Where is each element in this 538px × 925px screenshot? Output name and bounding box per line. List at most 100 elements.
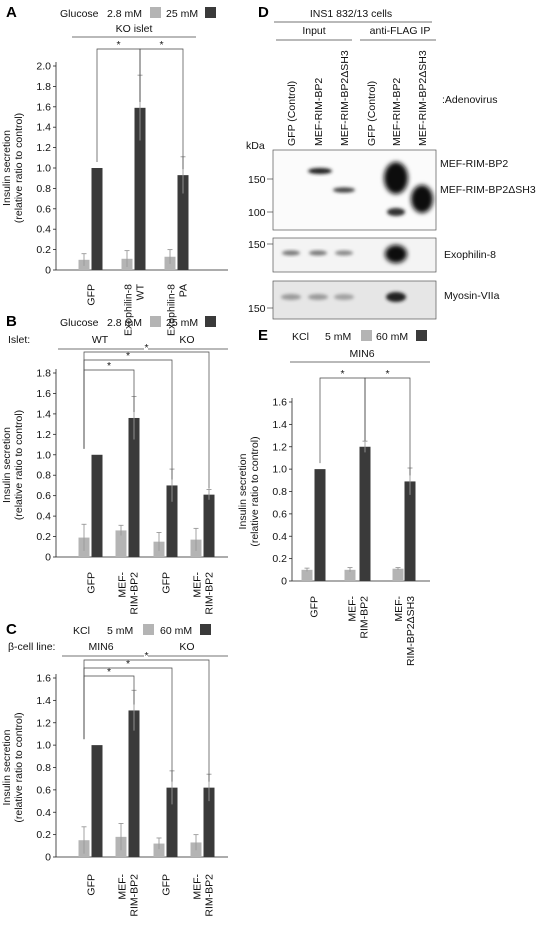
panel-b-letter: B [6,313,17,330]
panel-c-bar-high-3 [166,787,178,857]
panel-b-category-label-1: GFP [86,572,98,594]
panel-b-y-tick-label: 1.0 [36,449,51,461]
panel-e-category-label-1: GFP [309,596,321,618]
panel-a-y-tick-label: 1.6 [36,101,51,113]
panel-a-category-label-3: Exophilin-8 [166,284,178,336]
panel-e-significance-star: * [340,368,344,380]
band-label-rim-bp2-dsh3: MEF-RIM-BP2ΔSH3 [440,184,536,196]
panel-d-lane-labels: GFP (Control) MEF-RIM-BP2 MEF-RIM-BP2ΔSH3 G… [286,50,429,146]
panel-e-significance-bracket [319,377,366,464]
panel-a-header: A Glucose 2.8 mM 25 mM KO islet [6,4,216,38]
panel-b-category-label-4: MEF- [192,572,204,598]
panel-b-y-tick-label: 0.4 [36,511,51,523]
panel-e-legend-prefix: KCl [292,331,309,343]
panel-b-significance-star: * [107,360,111,372]
panel-e-y-tick-label: 0 [281,576,287,588]
panel-e-bar-low-1 [301,569,313,581]
panel-e-legend-high-swatch [416,330,427,341]
panel-a-bar-high-1 [91,168,103,270]
band-exo-lane3 [335,250,353,256]
panel-a-significance-bracket [139,48,184,170]
band-myo-lane3 [334,294,354,300]
panel-c-y-tick-label: 0.4 [36,807,51,819]
panel-c-y-tick-label: 0 [45,852,51,864]
panel-b-legend-prefix: Glucose [60,317,99,329]
blot-myosin-viia-marker: 150 [248,303,266,315]
panel-e-category-label-3: RIM-BP2ΔSH3 [405,596,417,666]
panel-c-category-label-2: RIM-BP2 [129,874,141,917]
panel-e-y-tick-label: 0.8 [272,486,287,498]
blot-rim-bp2-marker-100: 100 [248,207,266,219]
panel-e-legend-high-label: 60 mM [376,331,408,343]
blot-exophilin-8-bands [282,245,407,263]
band-myo-lane1 [281,294,301,300]
panel-b-legend-low-swatch [150,316,161,327]
panel-a-y-tick-label: 0.2 [36,244,51,256]
band-ip-rim-bp2-fragment [387,208,405,216]
band-exo-lane1 [282,250,300,256]
panel-c-group1-label: MIN6 [88,641,113,653]
panel-e-y-label-line1: Insulin secretion [237,453,249,529]
panel-b-y-tick-label: 0.2 [36,531,51,543]
panel-a-letter: A [6,4,17,21]
panel-e-y-tick-label: 0.2 [272,553,287,565]
panel-e-category-label-2: RIM-BP2 [359,596,371,639]
panel-a-category-label-3: PA [178,284,190,297]
panel-c-significance-bracket [83,675,135,740]
panel-b-category-label-2: RIM-BP2 [129,572,141,615]
panel-a-y-label-line1: Insulin secretion [1,130,13,206]
panel-e-bar-low-3 [392,568,404,581]
panel-a-significance-star: * [159,39,163,51]
panel-b-legend-high-label: 25 mM [166,317,198,329]
panel-e-category-label-3: MEF- [393,596,405,622]
panel-e-header: E KCl 5 mM 60 mM MIN6 [258,327,430,363]
chart-b: 0 0.2 0.4 0.6 0.8 1.0 1.2 1.4 1.6 1.8 Insulin secr… [1,342,228,615]
panel-b-y-tick-label: 1.6 [36,388,51,400]
panel-a-y-tick-label: 1.0 [36,163,51,175]
panel-c-legend-prefix: KCl [73,625,90,637]
panel-c-legend-low-swatch [143,624,154,635]
panel-d-letter: D [258,4,269,21]
blot-myosin-viia [272,280,437,320]
panel-b-group2-label: KO [179,334,194,346]
panel-a-category-label-1: GFP [86,284,98,306]
panel-b-significance-bracket [83,351,210,489]
panel-c-y-label-line1: Insulin secretion [1,729,13,805]
panel-c-y-tick-label: 1.2 [36,717,51,729]
panel-b-legend-low-label: 2.8 mM [107,317,142,329]
panel-a-y-tick-label: 1.2 [36,142,51,154]
panel-c-category-label-4: MEF- [192,874,204,900]
panel-b-bar-high-4 [203,494,215,557]
panel-c-letter: C [6,621,17,638]
panel-b-bar-high-2 [128,417,140,557]
panel-a-legend-high-label: 25 mM [166,8,198,20]
panel-b-significance-star: * [126,350,130,362]
panel-a-y-tick-label: 0.4 [36,224,51,236]
panel-e-y-label-line2: (relative ratio to control) [249,436,261,546]
panel-d-adenovirus-label: :Adenovirus [442,94,497,106]
panel-c-y-tick-label: 0.2 [36,829,51,841]
panel-a-category-label-2: Exophilin-8 [123,284,135,336]
panel-e-y-tick-label: 0.4 [272,531,287,543]
band-input-rim-bp2-dsh3 [333,187,355,193]
panel-b-significance-bracket [83,369,135,449]
panel-b-y-tick-label: 0.6 [36,490,51,502]
panel-b-y-label-line2: (relative ratio to control) [13,410,25,520]
panel-c-significance-bracket [83,659,210,782]
panel-e-y-tick-label: 0.6 [272,508,287,520]
panel-a-category-label-2: WT [135,283,147,300]
panel-a-bar-high-3 [177,175,189,270]
panel-a-y-tick-label: 0.8 [36,183,51,195]
panel-b-legend-high-swatch [205,316,216,327]
panel-d-title: INS1 832/13 cells [310,8,392,20]
panel-d: D INS1 832/13 cells Input anti-FLAG IP G… [246,4,536,320]
panel-b-group1-label: WT [92,334,109,346]
panel-b-significance-star: * [144,342,148,354]
panel-a-legend-low-swatch [150,7,161,18]
panel-a-y-tick-label: 1.4 [36,122,51,134]
band-myo-lane2 [308,294,328,300]
panel-e-bar-high-1 [314,469,326,581]
blot-exophilin-8-marker: 150 [248,239,266,251]
blot-rim-bp2-marker-150: 150 [248,174,266,186]
